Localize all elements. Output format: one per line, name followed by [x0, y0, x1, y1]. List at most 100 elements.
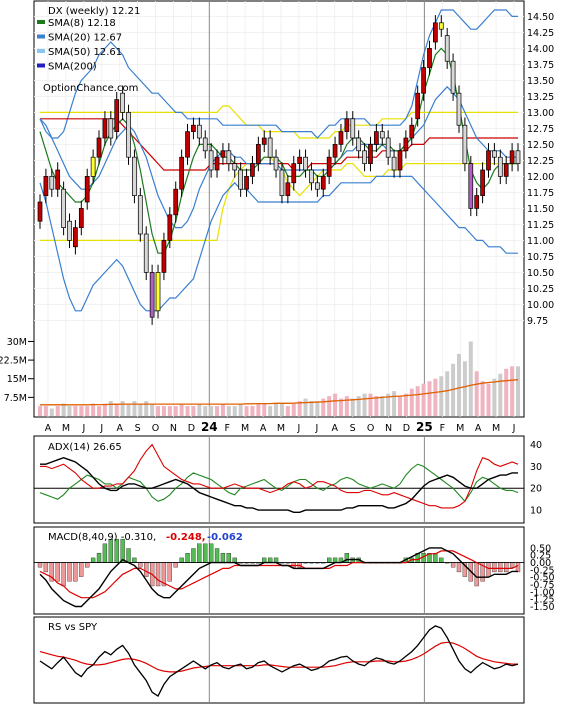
volume-bar	[439, 376, 444, 416]
candle-body	[368, 144, 373, 164]
volume-bar	[421, 383, 426, 416]
volume-bar	[297, 401, 302, 416]
candle-body	[126, 112, 131, 158]
price-tick-label: 14.25	[527, 28, 554, 39]
price-tick-label: 10.00	[527, 300, 554, 311]
candle-body	[403, 137, 409, 152]
month-axis: A M J J A S O N D 24 F M A M J J A S O N D 25 F M A M J	[45, 420, 516, 434]
macd-histogram-bar	[214, 548, 220, 563]
candle-body	[480, 169, 485, 196]
candle-body	[338, 131, 344, 145]
volume-bar	[504, 368, 509, 416]
volume-bar	[374, 396, 379, 416]
month-tick-label: O	[367, 423, 374, 434]
candle-body	[503, 163, 509, 177]
chart-title: DX (weekly) 12.21	[48, 6, 140, 17]
macd-histogram-bar	[155, 562, 161, 587]
candle-body	[49, 176, 55, 190]
candle-body	[279, 169, 285, 196]
month-tick-label: J	[297, 423, 301, 434]
volume-bar	[55, 406, 60, 416]
candle-body	[391, 156, 397, 171]
candle-body	[208, 150, 214, 171]
candle-body	[185, 131, 190, 158]
candle-body	[37, 201, 43, 222]
macd-histogram-bar	[262, 557, 267, 563]
month-tick-label: M	[277, 423, 285, 434]
candle-body	[474, 195, 480, 209]
month-tick-label: J	[314, 423, 318, 434]
price-overlays	[39, 9, 518, 312]
volume-bar	[226, 406, 231, 416]
candle-body	[497, 156, 503, 177]
volume-bar	[415, 386, 420, 416]
volume-bar	[380, 396, 385, 416]
volume-bar	[108, 401, 113, 416]
volume-bar	[250, 406, 255, 416]
candle-body	[149, 272, 155, 318]
volume-bars	[38, 341, 520, 416]
candle-body	[421, 67, 426, 94]
volume-bar	[516, 366, 520, 416]
volume-bar	[392, 391, 397, 416]
macd-histogram-bar	[191, 548, 196, 563]
month-tick-label: D	[188, 423, 195, 434]
candle-body	[67, 220, 72, 241]
candle-body	[309, 169, 314, 184]
bollinger-lower-line	[39, 175, 518, 312]
candle-body	[273, 156, 279, 171]
month-tick-label: M	[492, 423, 500, 434]
volume-bar	[215, 406, 220, 416]
month-tick-label: S	[350, 423, 356, 434]
volume-bar	[427, 381, 432, 416]
volume-bar	[203, 406, 208, 416]
volume-bar	[49, 408, 54, 416]
candle-body	[267, 137, 273, 158]
legend-entry: SMA(50) 12.61	[48, 47, 122, 58]
candle-body	[102, 118, 108, 139]
price-tick-label: 12.75	[527, 124, 554, 135]
price-candles	[37, 15, 521, 325]
month-tick-label: M	[62, 423, 70, 434]
price-tick-label: 13.75	[527, 60, 554, 71]
volume-bar	[256, 403, 261, 416]
candle-body	[374, 131, 379, 145]
candle-body	[415, 92, 421, 120]
volume-tick-label: 7.5M	[4, 393, 27, 404]
volume-bar	[61, 403, 66, 416]
macd-histogram-bar	[220, 553, 226, 563]
month-tick-label: M	[241, 423, 249, 434]
candle-body	[161, 240, 167, 273]
signal-value: -0.062	[207, 532, 243, 543]
macd-tick-label: -1.00	[530, 587, 555, 598]
candle-body	[196, 124, 202, 139]
volume-bar	[114, 403, 119, 416]
volume-average-line	[40, 379, 519, 406]
candle-body	[226, 150, 232, 164]
macd-histogram-bar	[55, 562, 60, 582]
candle-body	[43, 176, 49, 196]
macd-histogram-bar	[167, 562, 172, 582]
macd-histogram-bar	[179, 557, 184, 563]
volume-bar	[315, 401, 320, 416]
candle-body	[450, 60, 456, 94]
volume-bar	[38, 406, 42, 416]
candle-body	[468, 163, 474, 209]
volume-bar	[126, 403, 131, 416]
upper-envelope-line	[40, 105, 518, 139]
volume-bar	[197, 403, 202, 416]
adx-tick-label: 20	[530, 484, 542, 495]
month-tick-label: S	[135, 423, 141, 434]
macd-histogram-bar	[267, 557, 273, 563]
macd-histogram-bar	[498, 562, 503, 573]
volume-bar	[321, 398, 326, 416]
macd-tick-label: -1.50	[530, 602, 555, 613]
adx-panel: 40 30 20 10 ADX(14) 26.65	[33, 435, 542, 524]
candle-body	[291, 163, 297, 184]
legend-swatch	[37, 20, 45, 24]
candle-body	[96, 137, 102, 158]
candle-body	[61, 188, 66, 228]
price-tick-label: 9.75	[527, 316, 548, 327]
volume-bar	[486, 383, 491, 416]
candle-body	[202, 137, 208, 152]
